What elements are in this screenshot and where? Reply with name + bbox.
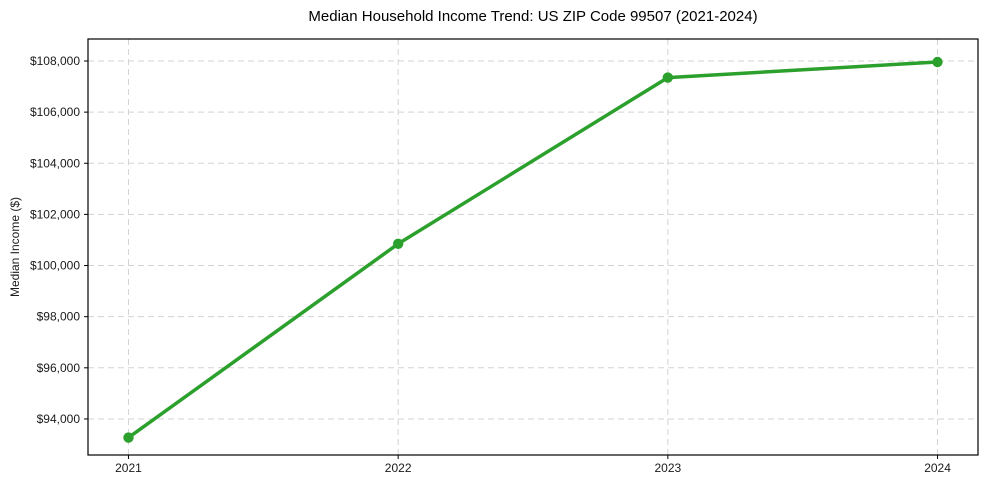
y-tick-label: $100,000 — [30, 259, 80, 273]
gridlines — [88, 39, 978, 455]
y-tick-label: $98,000 — [37, 310, 81, 324]
plot-frame — [87, 38, 979, 456]
x-tick-label: 2024 — [924, 461, 951, 475]
y-axis-label: Median Income ($) — [8, 197, 22, 297]
y-tick-label: $104,000 — [30, 156, 80, 170]
x-tick-label: 2022 — [385, 461, 412, 475]
y-tick-label: $108,000 — [30, 54, 80, 68]
y-tick-label: $94,000 — [37, 412, 81, 426]
chart-title: Median Household Income Trend: US ZIP Co… — [308, 8, 757, 25]
data-point-2024 — [932, 56, 943, 68]
data-point-2023 — [662, 72, 673, 83]
data-series — [123, 56, 943, 443]
y-tick-label: $96,000 — [37, 361, 81, 375]
x-tick-label: 2023 — [654, 461, 681, 475]
y-tick-label: $102,000 — [30, 207, 80, 221]
trend-line-median-household-income — [126, 60, 940, 440]
data-point-2021 — [123, 432, 134, 443]
y-tick-label: $106,000 — [30, 105, 80, 119]
x-tick-label: 2021 — [115, 461, 142, 475]
axes: $94,000 $96,000 $98,000 $100,000 $102,000 $10… — [30, 38, 979, 475]
data-point-2022 — [393, 238, 404, 249]
